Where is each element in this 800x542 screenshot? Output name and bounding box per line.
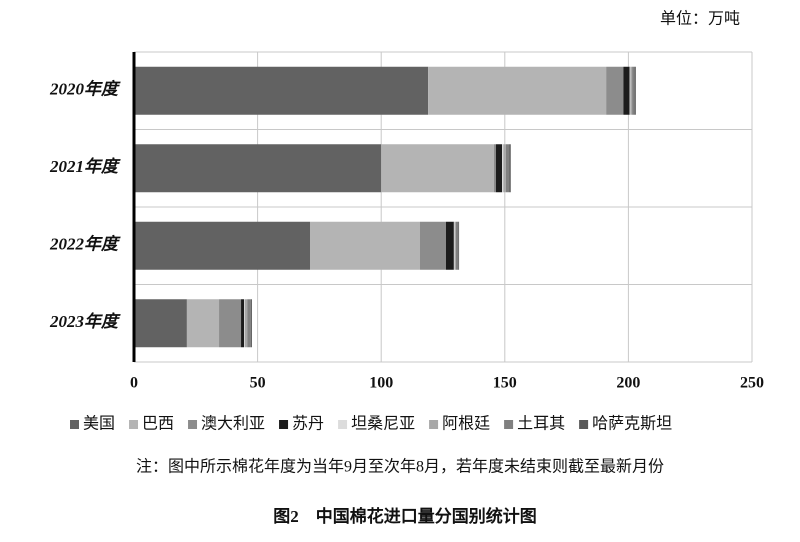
bar-segment: [186, 299, 220, 348]
legend-label: 苏丹: [292, 415, 324, 433]
unit-label: 单位：万吨: [660, 10, 740, 28]
legend-marker: [129, 420, 139, 429]
bar-segment: [458, 221, 460, 270]
x-tick-label: 0: [130, 375, 138, 392]
bar-segment: [241, 299, 245, 348]
legend-label: 阿根廷: [442, 415, 490, 433]
legend-marker: [70, 420, 79, 429]
y-tick-label: 2021年度: [49, 157, 121, 176]
caption: 图2 中国棉花进口量分国别统计图: [273, 506, 537, 526]
bar-segment: [420, 221, 446, 270]
bar-segment: [134, 144, 382, 193]
y-tick-label: 2022年度: [49, 235, 121, 254]
bar-segment: [244, 299, 245, 348]
bar-segment: [428, 66, 607, 115]
bar-segment: [606, 66, 624, 115]
bar-segment: [250, 299, 252, 348]
bar-segment: [495, 144, 503, 193]
legend-label: 坦桑尼亚: [351, 415, 415, 433]
legend-marker: [504, 420, 514, 429]
bar-segment: [454, 221, 456, 270]
bar-segment: [244, 299, 248, 348]
x-tick-label: 50: [250, 375, 266, 392]
legend-label: 美国: [83, 415, 115, 433]
bar-segment: [381, 144, 494, 193]
legend-label: 巴西: [142, 416, 174, 433]
bar-segment: [634, 66, 636, 115]
bar-segment: [219, 299, 242, 348]
bar-segment: [623, 66, 630, 115]
legend-label: 澳大利亚: [201, 415, 265, 433]
x-tick-label: 250: [740, 375, 764, 392]
legend-marker: [579, 420, 589, 429]
y-tick-label: 2023年度: [49, 312, 121, 331]
bar-segment: [310, 221, 421, 270]
x-tick-label: 100: [369, 375, 393, 392]
x-tick-label: 150: [493, 375, 517, 392]
legend-marker: [429, 420, 439, 429]
legend-marker: [338, 420, 348, 429]
bar-segment: [629, 66, 631, 115]
bar-segment: [455, 221, 459, 270]
bar-segment: [445, 221, 454, 270]
bar-segment: [632, 66, 635, 115]
bar-segment: [503, 144, 506, 193]
legend-marker: [279, 420, 289, 429]
bar-segment: [453, 221, 455, 270]
bar-segment: [134, 66, 429, 115]
x-tick-label: 200: [616, 375, 640, 392]
bar-segment: [509, 144, 511, 193]
legend-label: 哈萨克斯坦: [592, 415, 672, 433]
bar-segment: [630, 66, 633, 115]
bar-segment: [502, 144, 504, 193]
bar-segment: [247, 299, 251, 348]
y-tick-label: 2020年度: [49, 80, 121, 99]
bar-segment: [505, 144, 510, 193]
bar-segment: [134, 221, 311, 270]
legend-marker: [188, 420, 198, 429]
legend-label: 土耳其: [517, 415, 565, 433]
bar-segment: [493, 144, 496, 193]
note: 注：图中所示棉花年度为当年9月至次年8月，若年度未结束则截至最新月份: [136, 458, 664, 476]
bar-segment: [134, 299, 187, 348]
